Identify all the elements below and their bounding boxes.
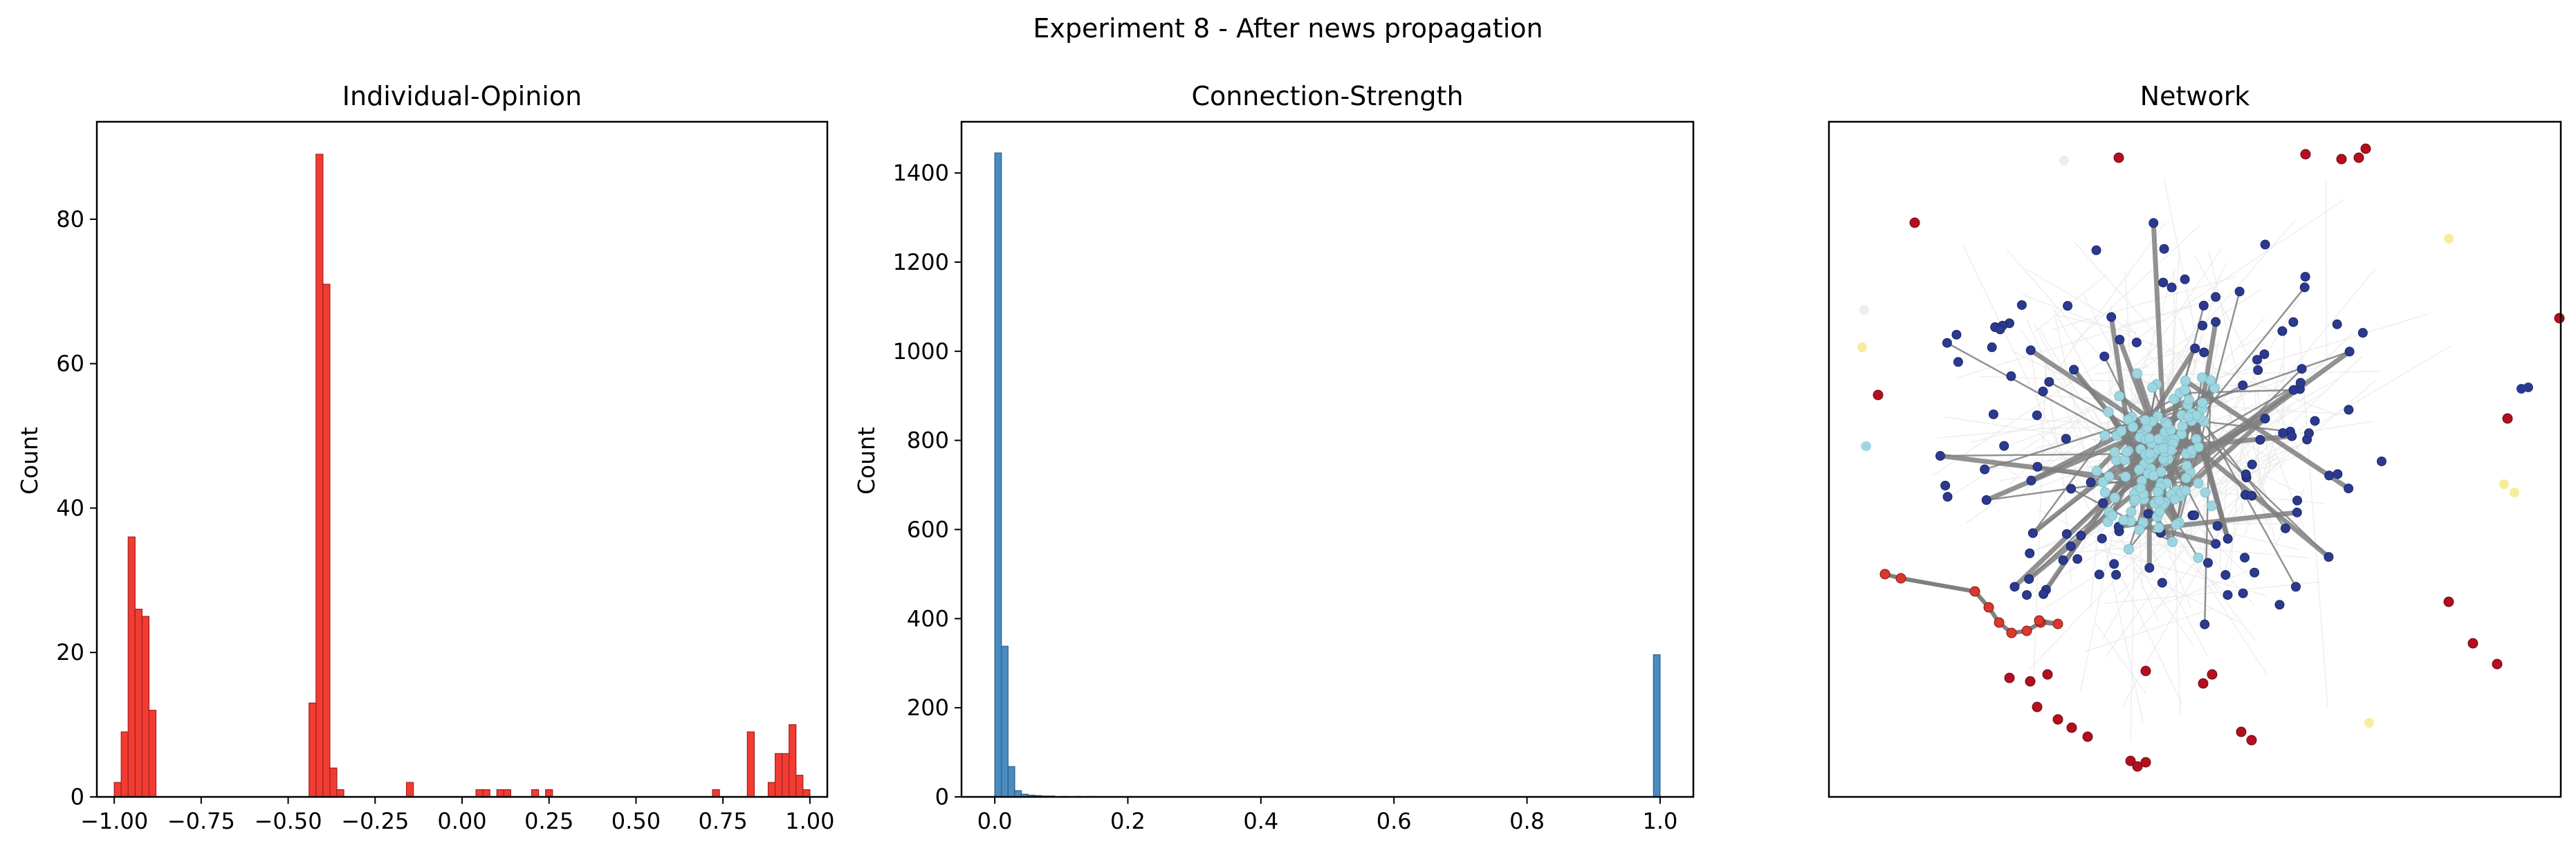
histogram-bar [531, 789, 540, 798]
histogram-bar [503, 789, 511, 798]
histogram-bar [774, 753, 783, 798]
y-tick-label: 200 [907, 695, 949, 721]
network-panel: Network [1828, 81, 2565, 798]
histogram-bar [1653, 654, 1661, 798]
histogram-bar [1014, 790, 1022, 798]
histogram-bar [309, 702, 317, 798]
y-tick-label: 400 [907, 605, 949, 632]
connection-histogram-panel: Connection-Strength Count 0.0 0.2 0.4 0.6 0.… [853, 81, 1695, 834]
histogram-bar [789, 724, 797, 798]
y-tick-label: 40 [56, 495, 84, 521]
histogram-bar [767, 782, 776, 798]
network-graph [1857, 143, 2565, 772]
histogram-bar [545, 789, 553, 798]
histogram-bar [315, 154, 324, 798]
opinion-y-axis-label: Count [16, 427, 43, 495]
opinion-histogram-panel: Individual-Opinion Count −1.00 −0.75 −0.50… [16, 81, 834, 834]
histogram-bar [120, 731, 129, 798]
connection-chart-title: Connection-Strength [1191, 81, 1463, 111]
x-tick-label: 0.75 [699, 808, 748, 834]
x-tick-label: 0.50 [611, 808, 661, 834]
y-tick-label: 20 [56, 639, 84, 665]
histogram-bar [795, 775, 804, 798]
y-tick-label: 0 [935, 784, 949, 810]
histogram-bar [482, 789, 490, 798]
opinion-bars [113, 154, 811, 798]
connection-axes-ticks: 0.0 0.2 0.4 0.6 0.8 1.0 0 200 400 600 800 1000 1200 1… [893, 160, 1678, 834]
histogram-bar [405, 782, 414, 798]
opinion-chart-title: Individual-Opinion [342, 81, 582, 111]
y-tick-label: 80 [56, 206, 84, 232]
connection-bars [994, 152, 1661, 798]
opinion-plot-frame [95, 120, 829, 798]
x-tick-label: −1.00 [80, 808, 148, 834]
histogram-bar [475, 789, 484, 798]
histogram-bar [496, 789, 504, 798]
y-tick-label: 1200 [893, 249, 949, 275]
network-plot-frame [1828, 120, 2562, 798]
x-tick-label: −0.75 [167, 808, 235, 834]
histogram-bar [994, 152, 1002, 798]
network-title: Network [2140, 81, 2250, 111]
x-tick-label: −0.25 [341, 808, 409, 834]
histogram-bar [329, 767, 338, 798]
x-tick-label: 0.25 [524, 808, 573, 834]
y-tick-label: 600 [907, 516, 949, 542]
histogram-bar [1001, 645, 1009, 798]
connection-plot-frame [960, 120, 1695, 798]
histogram-bar [746, 731, 755, 798]
opinion-axes-ticks: −1.00 −0.75 −0.50 −0.25 0.00 0.25 0.50 0.75 1.00… [56, 206, 834, 834]
y-tick-label: 0 [71, 784, 84, 810]
y-tick-label: 800 [907, 428, 949, 454]
histogram-bar [148, 710, 157, 798]
y-tick-label: 1000 [893, 338, 949, 365]
x-tick-label: 0.4 [1243, 808, 1278, 834]
x-tick-label: 0.2 [1110, 808, 1146, 834]
x-tick-label: 1.00 [785, 808, 834, 834]
x-tick-label: 0.00 [437, 808, 486, 834]
histogram-bar [113, 782, 122, 798]
x-tick-label: 1.0 [1642, 808, 1677, 834]
histogram-bar [1007, 766, 1015, 798]
y-tick-label: 60 [56, 351, 84, 377]
histogram-bar [802, 789, 811, 798]
histogram-bar [134, 608, 142, 798]
y-tick-label: 1400 [893, 160, 949, 186]
histogram-bar [127, 536, 136, 798]
x-tick-label: 0.8 [1509, 808, 1545, 834]
histogram-bar [336, 789, 344, 798]
histogram-bar [712, 789, 720, 798]
x-tick-label: −0.50 [255, 808, 322, 834]
x-tick-label: 0.0 [977, 808, 1013, 834]
figure-suptitle: Experiment 8 - After news propagation [1033, 13, 1543, 44]
x-tick-label: 0.6 [1377, 808, 1412, 834]
histogram-bar [322, 284, 331, 798]
connection-y-axis-label: Count [853, 427, 880, 495]
histogram-bar [782, 753, 790, 798]
histogram-bar [141, 616, 150, 798]
